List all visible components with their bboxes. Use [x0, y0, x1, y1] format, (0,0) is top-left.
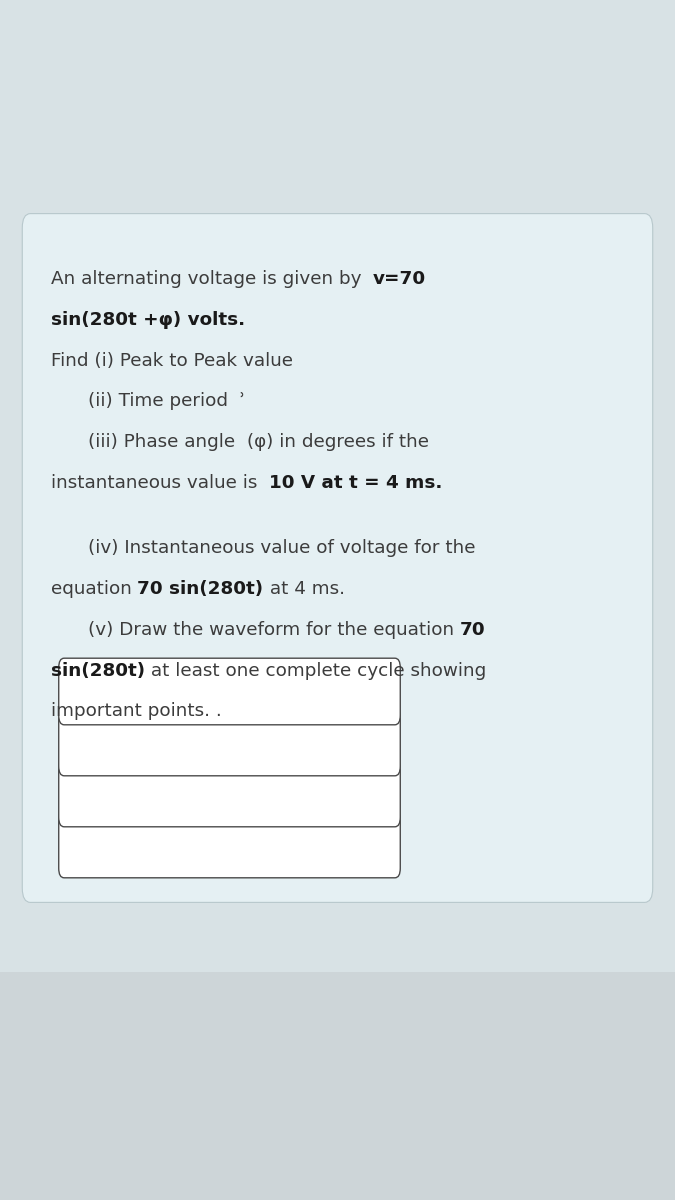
- Text: (ii) Time period  ʾ: (ii) Time period ʾ: [88, 392, 245, 410]
- Text: (iv) Instantaneous value of voltage for the: (iv) Instantaneous value of voltage for …: [88, 539, 475, 557]
- Text: An alternating voltage is given by: An alternating voltage is given by: [51, 270, 373, 288]
- Text: important points. .: important points. .: [51, 702, 221, 720]
- Text: (v) Draw the waveform for the equation: (v) Draw the waveform for the equation: [88, 620, 460, 638]
- Text: Find (i) Peak to Peak value: Find (i) Peak to Peak value: [51, 352, 293, 370]
- Text: (iii) Phase angle  (φ) in degrees if the: (iii) Phase angle (φ) in degrees if the: [88, 433, 429, 451]
- Text: sin(280t): sin(280t): [51, 661, 144, 679]
- Text: equation: equation: [51, 580, 138, 598]
- Text: sin(280t +φ) volts.: sin(280t +φ) volts.: [51, 311, 245, 329]
- Text: at 4 ms.: at 4 ms.: [263, 580, 344, 598]
- FancyBboxPatch shape: [22, 214, 653, 902]
- Text: at least one complete cycle showing: at least one complete cycle showing: [144, 661, 486, 679]
- Text: v=70: v=70: [373, 270, 426, 288]
- Text: 70: 70: [460, 620, 485, 638]
- FancyBboxPatch shape: [59, 761, 400, 827]
- FancyBboxPatch shape: [59, 709, 400, 775]
- Bar: [0, 972, 675, 1200]
- Text: 10 V at t = 4 ms.: 10 V at t = 4 ms.: [269, 474, 442, 492]
- Text: 70 sin(280t): 70 sin(280t): [138, 580, 263, 598]
- FancyBboxPatch shape: [59, 658, 400, 725]
- FancyBboxPatch shape: [59, 811, 400, 877]
- Text: instantaneous value is: instantaneous value is: [51, 474, 269, 492]
